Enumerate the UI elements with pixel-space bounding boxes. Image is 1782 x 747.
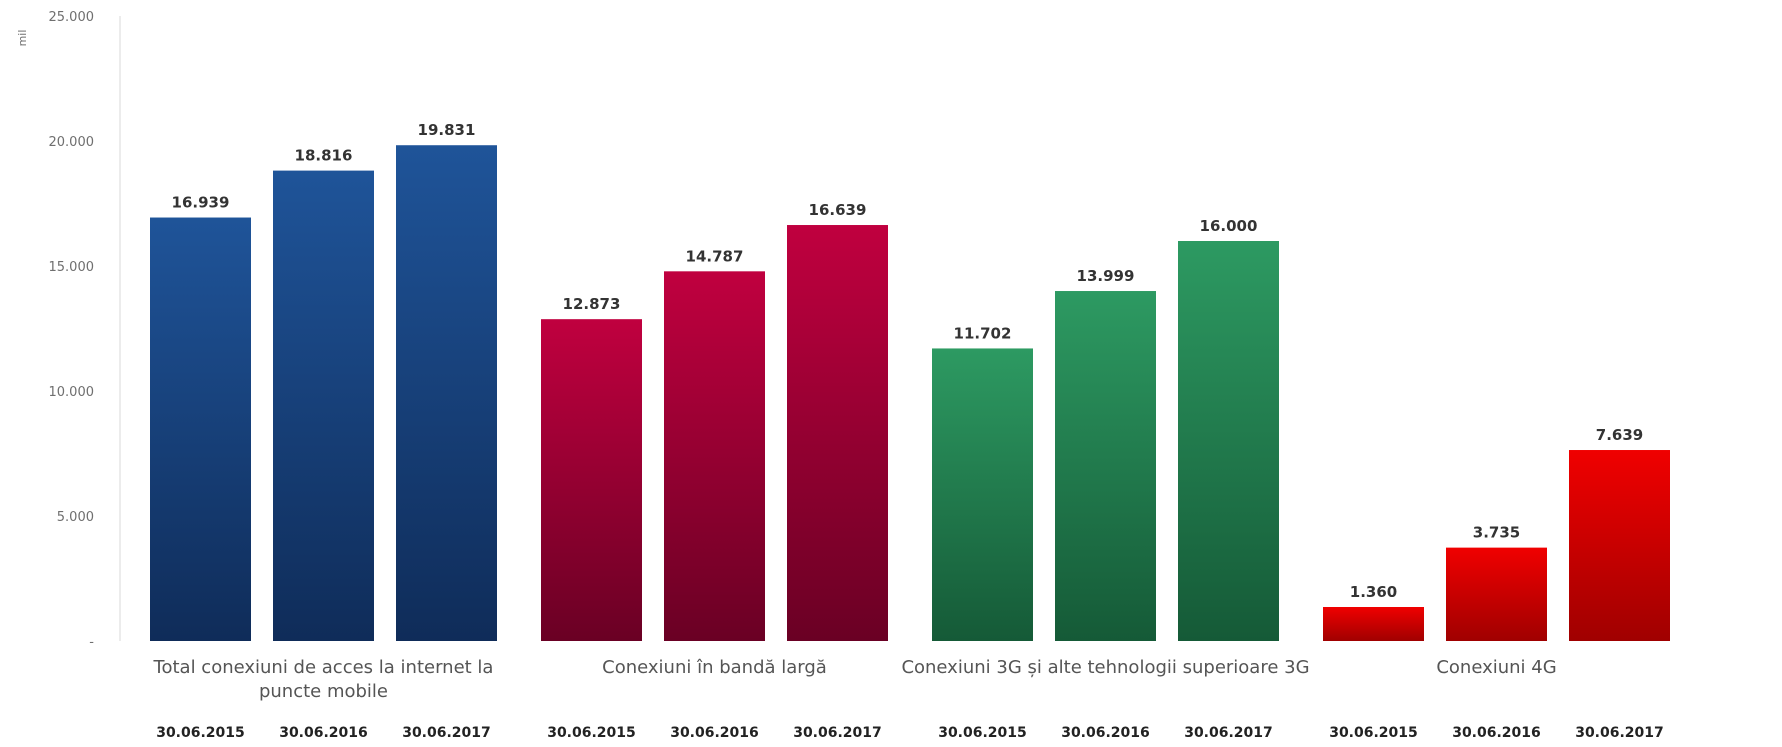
data-label: 16.639 (809, 201, 867, 219)
y-tick-label: 20.000 (49, 135, 95, 150)
x-tick-label: 30.06.2016 (279, 725, 368, 741)
x-tick-label: 30.06.2016 (1061, 725, 1150, 741)
group-label: puncte mobile (259, 681, 388, 702)
x-tick-label: 30.06.2017 (1184, 725, 1273, 741)
group-label: Conexiuni 4G (1436, 657, 1556, 678)
x-tick-label: 30.06.2015 (547, 725, 636, 741)
data-label: 3.735 (1473, 524, 1520, 542)
y-tick-label: 15.000 (49, 260, 95, 275)
group-label: Total conexiuni de acces la internet la (153, 657, 494, 678)
bar (541, 319, 642, 641)
bar (787, 225, 888, 641)
y-tick-label: - (89, 635, 94, 650)
data-label: 7.639 (1596, 426, 1643, 444)
x-tick-label: 30.06.2015 (156, 725, 245, 741)
group-label: Conexiuni în bandă largă (602, 657, 827, 678)
data-label: 16.000 (1200, 217, 1258, 235)
x-tick-label: 30.06.2017 (793, 725, 882, 741)
data-label: 18.816 (295, 147, 353, 165)
bar (1055, 291, 1156, 641)
data-label: 14.787 (686, 247, 744, 265)
bar (1569, 450, 1670, 641)
x-tick-label: 30.06.2015 (938, 725, 1027, 741)
y-unit-label: mil (16, 30, 29, 47)
bar (1446, 547, 1547, 641)
x-tick-label: 30.06.2017 (402, 725, 491, 741)
data-label: 1.360 (1350, 583, 1397, 601)
bar (396, 145, 497, 641)
y-tick-label: 10.000 (49, 385, 95, 400)
data-label: 12.873 (563, 295, 621, 313)
y-axis: - 5.000 10.000 15.000 20.000 25.000 mil (16, 10, 121, 650)
x-tick-label: 30.06.2017 (1575, 725, 1664, 741)
data-label: 13.999 (1077, 267, 1135, 285)
x-tick-label: 30.06.2016 (1452, 725, 1541, 741)
data-label: 16.939 (172, 194, 230, 212)
x-tick-label: 30.06.2016 (670, 725, 759, 741)
y-tick-label: 5.000 (57, 510, 94, 525)
bar (1178, 241, 1279, 641)
labels: 16.939 30.06.2015 18.816 30.06.2016 19.831 30… (153, 121, 1664, 741)
bar (1323, 607, 1424, 641)
bars (150, 145, 1670, 641)
bar (150, 217, 251, 641)
data-label: 11.702 (954, 324, 1012, 342)
group-label: Conexiuni 3G și alte tehnologii superioa… (901, 657, 1309, 678)
bar (273, 170, 374, 641)
bar (664, 271, 765, 641)
y-tick-label: 25.000 (49, 10, 95, 25)
x-tick-label: 30.06.2015 (1329, 725, 1418, 741)
bar (932, 348, 1033, 641)
data-label: 19.831 (418, 121, 476, 139)
